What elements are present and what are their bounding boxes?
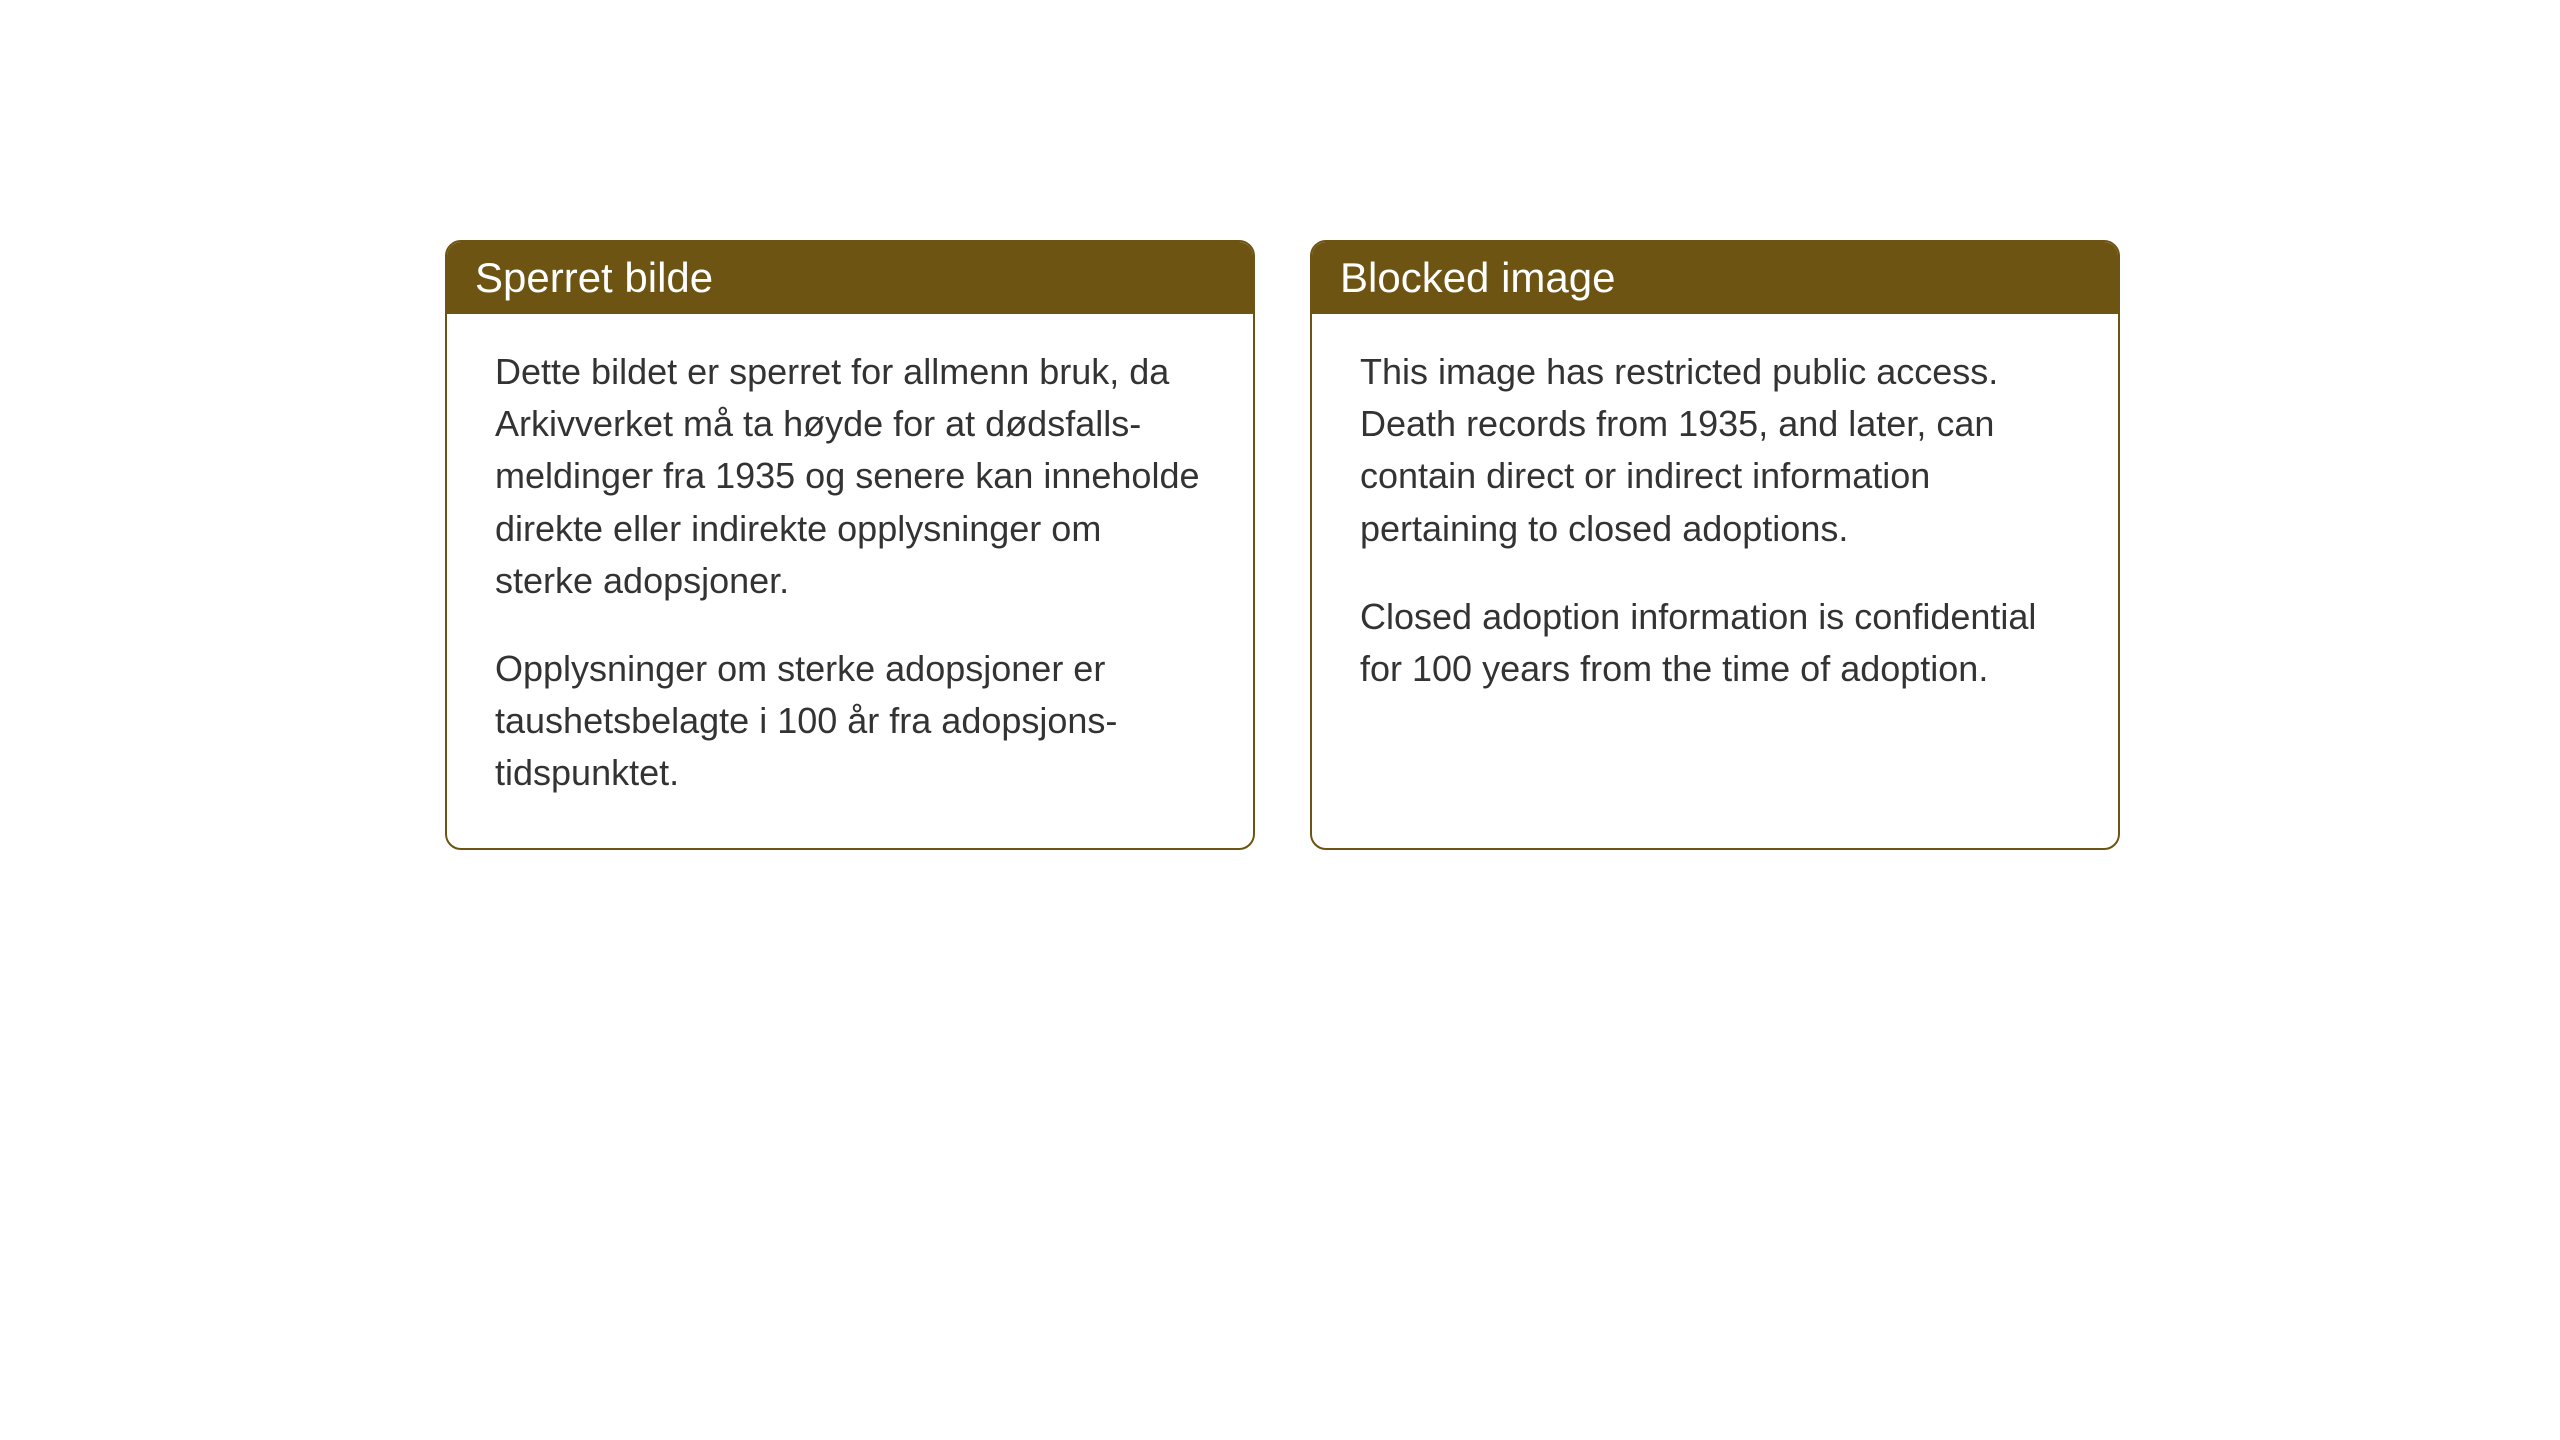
- english-paragraph-2: Closed adoption information is confident…: [1360, 591, 2070, 695]
- english-card-body: This image has restricted public access.…: [1312, 314, 2118, 743]
- norwegian-notice-card: Sperret bilde Dette bildet er sperret fo…: [445, 240, 1255, 850]
- norwegian-card-title: Sperret bilde: [447, 242, 1253, 314]
- notice-container: Sperret bilde Dette bildet er sperret fo…: [445, 240, 2120, 850]
- english-notice-card: Blocked image This image has restricted …: [1310, 240, 2120, 850]
- norwegian-paragraph-2: Opplysninger om sterke adopsjoner er tau…: [495, 643, 1205, 800]
- norwegian-card-body: Dette bildet er sperret for allmenn bruk…: [447, 314, 1253, 848]
- norwegian-paragraph-1: Dette bildet er sperret for allmenn bruk…: [495, 346, 1205, 607]
- english-card-title: Blocked image: [1312, 242, 2118, 314]
- english-paragraph-1: This image has restricted public access.…: [1360, 346, 2070, 555]
